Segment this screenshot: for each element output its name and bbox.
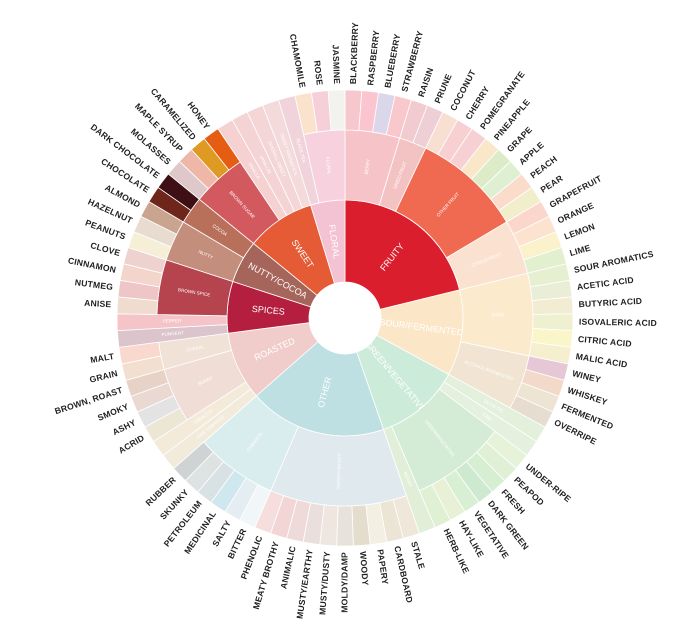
attribute-segment-overripe	[509, 394, 554, 428]
attribute-label-acetic-acid: ACETIC ACID	[576, 275, 634, 292]
attribute-label-malt: MALT	[90, 351, 116, 365]
attribute-label-woody: WOODY	[358, 551, 371, 586]
attribute-label-rose: ROSE	[312, 60, 325, 86]
attribute-label-acrid: ACRID	[117, 433, 146, 456]
attribute-label-stale: STALE	[409, 540, 427, 570]
attribute-label-citric-acid: CITRIC ACID	[578, 334, 633, 349]
attribute-segment-malt	[118, 341, 162, 365]
subcategory-label-nutty: NUTTY	[198, 249, 214, 260]
category-label-spices: SPICES	[251, 304, 285, 317]
attribute-segment-rubber	[173, 441, 214, 482]
attribute-label-lime: LIME	[569, 243, 592, 258]
attribute-label-musty-earthy: MUSTY/EARTHY	[295, 549, 315, 620]
subcategory-label-beany: BEANY	[403, 471, 413, 487]
attribute-label-anise: ANISE	[84, 298, 112, 310]
subcategory-label-pepper: PEPPER	[163, 318, 182, 323]
center-hole	[309, 282, 381, 354]
subcategory-label-floral: FLORAL	[325, 157, 332, 176]
attribute-segment-moldy-damp	[336, 505, 354, 547]
attribute-label-salty: SALTY	[210, 518, 233, 548]
attribute-label-grain: GRAIN	[88, 368, 118, 385]
subcategory-label-cereal: CEREAL	[186, 344, 205, 353]
attribute-label-smoky: SMOKY	[96, 401, 130, 423]
attribute-label-malic-acid: MALIC ACID	[575, 351, 628, 370]
attribute-label-blueberry: BLUEBERRY	[382, 33, 402, 89]
attribute-label-musty-dusty: MUSTY/DUSTY	[317, 551, 332, 615]
attribute-label-winey: WINEY	[571, 368, 602, 385]
attribute-segment-isovaleric-acid	[532, 313, 574, 332]
subcategory-label-black-tea: BLACK TEA	[295, 138, 307, 165]
attribute-label-isovaleric-acid: ISOVALERIC ACID	[579, 317, 657, 328]
attribute-label-clove: CLOVE	[89, 240, 121, 258]
attribute-label-raisin: RAISIN	[416, 66, 435, 98]
attribute-label-cardboard: CARDBOARD	[392, 545, 415, 604]
attribute-ring	[116, 89, 574, 547]
attribute-label-nutmeg: NUTMEG	[74, 277, 114, 292]
attribute-segment-honey	[203, 128, 241, 171]
subcategory-label-raw: RAW	[481, 412, 493, 423]
subcategory-label-papery-musty: PAPERY/MUSTY	[336, 453, 342, 489]
attribute-label-prune: PRUNE	[432, 72, 454, 105]
attribute-label-jasmine: JASMINE	[331, 44, 342, 84]
category-ring: FRUITYSOUR/FERMENTEDGREEN/VEGETATIVEOTHE…	[226, 199, 464, 437]
attribute-segment-jasmine	[327, 89, 346, 131]
attribute-label-bitter: BITTER	[226, 526, 249, 560]
subcategory-label-pungent: PUNGENT	[161, 330, 184, 337]
attribute-label-blackberry: BLACKBERRY	[348, 22, 360, 84]
attribute-label-cinnamon: CINNAMON	[67, 255, 117, 275]
attribute-label-raspberry: RASPBERRY	[365, 30, 381, 86]
subcategory-label-brown-spice: BROWN SPICE	[178, 287, 211, 297]
attribute-label-moldy-damp: MOLDY/DAMP	[339, 552, 349, 613]
subcategory-label-berry: BERRY	[364, 158, 371, 174]
attribute-label-pear: PEAR	[539, 173, 566, 195]
attribute-label-lemon: LEMON	[563, 221, 597, 241]
attribute-label-ashy: ASHY	[111, 417, 138, 437]
attribute-segment-herb-like	[418, 484, 451, 528]
attribute-label-chamomile: CHAMOMILE	[288, 33, 308, 89]
subcategory-label-burnt: BURNT	[197, 375, 214, 386]
attribute-label-animalic: ANIMALIC	[278, 545, 297, 590]
subcategory-label-sour: SOUR	[491, 312, 505, 317]
attribute-label-butyric-acid: BUTYRIC ACID	[578, 296, 642, 310]
attribute-label-papery: PAPERY	[375, 549, 390, 586]
